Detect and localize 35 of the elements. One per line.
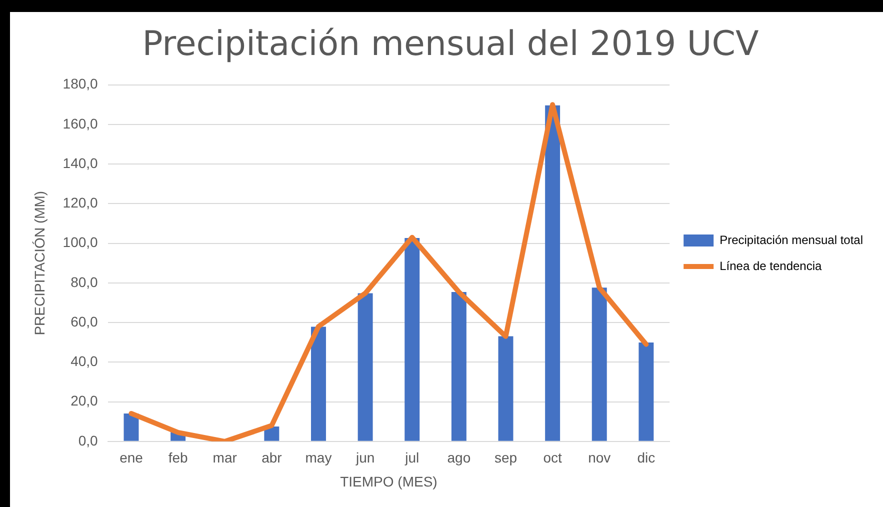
x-tick-label: ene	[120, 450, 144, 466]
bar	[311, 326, 326, 441]
x-tick-label: jun	[354, 450, 375, 466]
y-tick-label: 20,0	[70, 392, 98, 409]
x-axis-title: TIEMPO (MES)	[340, 473, 438, 490]
x-tick-label: oct	[543, 450, 562, 466]
x-tick-label: jul	[404, 450, 420, 466]
x-tick-label: abr	[262, 450, 282, 466]
legend-label: Línea de tendencia	[720, 258, 822, 273]
legend-label: Precipitación mensual total	[720, 232, 864, 247]
y-tick-label: 180,0	[62, 76, 98, 92]
y-tick-label: 40,0	[70, 353, 98, 370]
y-tick-label: 0,0	[78, 432, 98, 448]
bar	[498, 336, 514, 441]
y-tick-label: 100,0	[62, 234, 98, 250]
x-tick-label: sep	[494, 450, 518, 466]
y-tick-label: 80,0	[70, 274, 98, 290]
y-tick-label: 160,0	[62, 115, 98, 132]
x-tick-label: may	[305, 450, 332, 466]
x-tick-label: dic	[637, 450, 656, 466]
chart-title: Precipitación mensual del 2019 UCV	[142, 24, 759, 64]
bar	[592, 288, 607, 441]
bar	[638, 342, 654, 441]
x-tick-label: ago	[447, 450, 471, 466]
y-tick-label: 120,0	[62, 194, 98, 211]
x-tick-label: feb	[168, 450, 188, 466]
y-axis-title: PRECIPITACIÓN (MM)	[31, 190, 48, 336]
y-tick-label: 60,0	[70, 313, 98, 330]
y-tick-label: 140,0	[62, 154, 98, 171]
bar	[451, 292, 466, 441]
bar	[358, 293, 373, 441]
bar	[404, 238, 420, 441]
x-tick-label: mar	[212, 450, 238, 466]
bar	[545, 105, 560, 441]
x-tick-label: nov	[588, 450, 611, 466]
